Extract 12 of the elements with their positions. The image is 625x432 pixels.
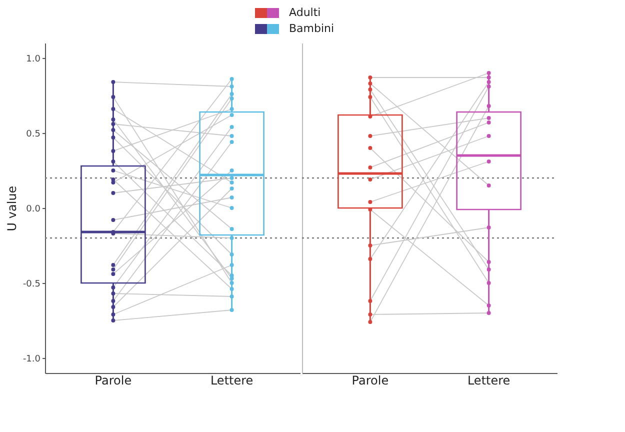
y-axis-title: U value	[4, 186, 19, 232]
x-tick-label: Parole	[352, 374, 389, 388]
y-tick-label: 1.0	[26, 54, 41, 64]
legend-label: Bambini	[289, 22, 334, 35]
y-tick-label: -0.5	[22, 280, 40, 290]
legend-label: Adulti	[289, 6, 321, 19]
x-tick-label: Lettere	[210, 374, 254, 388]
x-tick-label: Lettere	[467, 374, 510, 388]
y-tick-label: 0.5	[26, 130, 40, 140]
y-tick-label: 0.0	[26, 204, 41, 214]
y-tick-label: -1.0	[22, 354, 41, 364]
x-tick-label: Parole	[94, 374, 132, 388]
